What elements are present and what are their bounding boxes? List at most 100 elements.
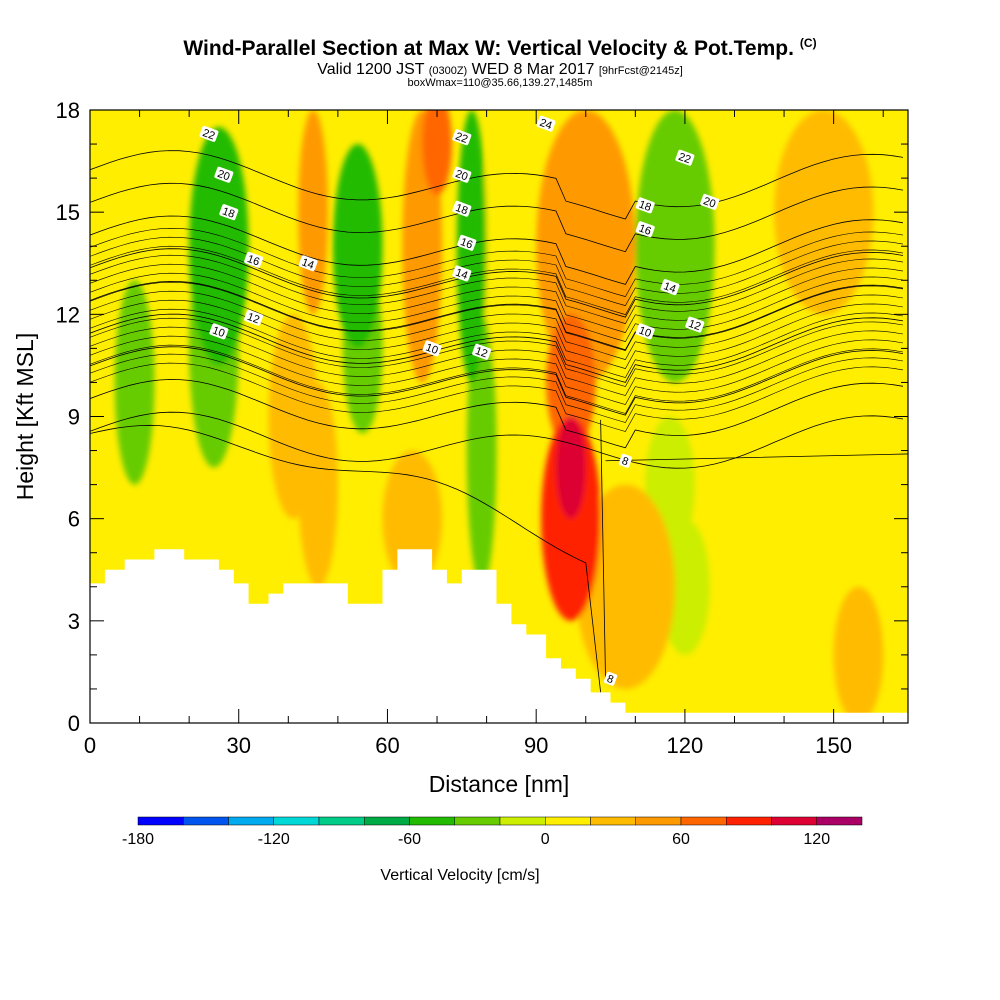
theta-contour	[90, 281, 904, 351]
colorbar-swatch	[318, 816, 365, 826]
theta-contour	[90, 290, 904, 360]
contour-label: 16	[637, 222, 653, 237]
contour-label-box	[452, 166, 472, 183]
contour-label: 22	[677, 151, 693, 166]
theta-contour	[90, 227, 904, 297]
contour-label-box	[298, 255, 318, 272]
valid-prefix: Valid 1200 JST	[317, 61, 425, 78]
contour-label: 14	[662, 280, 678, 295]
x-tick-label: 0	[84, 733, 96, 758]
contour-label: 8	[620, 455, 630, 468]
contour-label: 20	[454, 168, 470, 183]
contour-label-box	[422, 340, 442, 357]
contour-label-box	[700, 193, 720, 210]
theta-contour	[90, 299, 904, 369]
x-tick-label: 90	[524, 733, 548, 758]
velocity-cell	[774, 110, 874, 315]
theta-contour	[90, 263, 904, 333]
contour-label-box	[472, 343, 492, 360]
contour-label-box	[675, 149, 695, 166]
axes: 0 3 6 9 12 15 18 0 30 60 90 120 150 Distance [nm] Heig…	[12, 98, 908, 797]
velocity-cell	[422, 110, 452, 196]
velocity-cell	[466, 314, 497, 587]
theta-contour	[90, 272, 904, 342]
contour-label: 22	[201, 127, 217, 142]
colorbar-swatch	[454, 816, 501, 826]
velocity-cell	[90, 467, 135, 570]
contour-label: 18	[221, 205, 237, 220]
y-tick-label: 3	[68, 609, 80, 634]
contour-label-box	[199, 125, 219, 142]
colorbar-swatch	[499, 816, 546, 826]
colorbar-swatch	[273, 816, 320, 826]
contour-label-box	[457, 234, 477, 251]
colorbar-tick-label: -120	[258, 831, 290, 848]
contour-label: 10	[637, 325, 653, 340]
y-tick-label: 0	[68, 711, 80, 736]
colorbar-swatch	[183, 816, 229, 826]
colorbar-swatch	[545, 816, 591, 826]
colorbar-tick-label: 60	[672, 831, 690, 848]
forecast-tag: [9hrFcst@2145z]	[598, 65, 683, 77]
colorbar-swatch	[680, 816, 727, 826]
contour-label: 14	[300, 256, 316, 271]
y-axis-label: Height [Kft MSL]	[12, 333, 38, 500]
contour-label: 10	[211, 325, 227, 340]
velocity-cell	[635, 110, 715, 383]
theta-contour	[90, 248, 904, 318]
x-tick-label: 120	[667, 733, 704, 758]
theta-contour	[90, 344, 904, 414]
contour-label-box	[452, 200, 472, 217]
velocity-cell	[833, 586, 884, 723]
contour-label-box	[452, 265, 472, 282]
colorbar-tick-label: 0	[541, 831, 550, 848]
colorbar-swatch	[590, 816, 636, 826]
contour-label: 8	[605, 673, 615, 686]
box-info: boxWmax=110@35.66,139.27,1485m	[407, 77, 593, 89]
colorbar-label: Vertical Velocity [cm/s]	[380, 867, 539, 884]
contour-label: 14	[454, 267, 470, 282]
velocity-cell	[536, 110, 636, 383]
contour-label: 16	[459, 236, 475, 251]
theta-contour	[90, 245, 904, 315]
velocity-cell	[332, 144, 383, 349]
contour-label-box	[603, 671, 618, 686]
contour-label-box	[685, 316, 705, 333]
contour-label-box	[660, 279, 680, 296]
theta-contour	[90, 353, 904, 423]
y-tick-label: 6	[68, 507, 80, 532]
colorbar-swatch	[726, 816, 772, 826]
theta-contour	[90, 335, 904, 405]
contour-label: 10	[424, 342, 440, 357]
velocity-cell	[556, 416, 586, 519]
velocity-cell	[575, 484, 675, 689]
theta-contour	[90, 182, 904, 253]
colorbar-swatch	[364, 816, 410, 826]
contour-label: 22	[454, 130, 470, 145]
contour-label-box	[635, 221, 655, 238]
y-tick-label: 15	[56, 200, 80, 225]
theta-contour	[90, 236, 904, 306]
x-tick-label: 150	[815, 733, 852, 758]
theta-contour-8	[600, 419, 908, 683]
contour-label-box	[618, 453, 633, 468]
contour-labels: 8 8 10 10 10 12 12 12 14 14 14 16 16 16 18 18 18 20 20 20 22…	[199, 115, 720, 686]
chart-title: Wind-Parallel Section at Max W: Vertical…	[0, 36, 1000, 61]
theta-contour	[90, 215, 904, 285]
colorbar-tick-label: -180	[122, 831, 154, 848]
contour-label: 20	[702, 195, 718, 210]
colorbar-swatch	[409, 816, 455, 826]
contour-label: 16	[245, 253, 261, 268]
contour-label: 18	[637, 199, 653, 214]
x-tick-label: 60	[375, 733, 399, 758]
theta-contour-8	[90, 424, 602, 693]
theta-contour	[90, 280, 904, 351]
contour-label: 24	[538, 117, 554, 132]
theta-contour	[90, 313, 904, 383]
contour-label: 12	[245, 311, 261, 326]
contour-label-box	[244, 251, 264, 268]
chart-title-tag: (C)	[799, 36, 817, 50]
velocity-cell	[298, 382, 338, 587]
contour-label: 12	[473, 345, 489, 360]
